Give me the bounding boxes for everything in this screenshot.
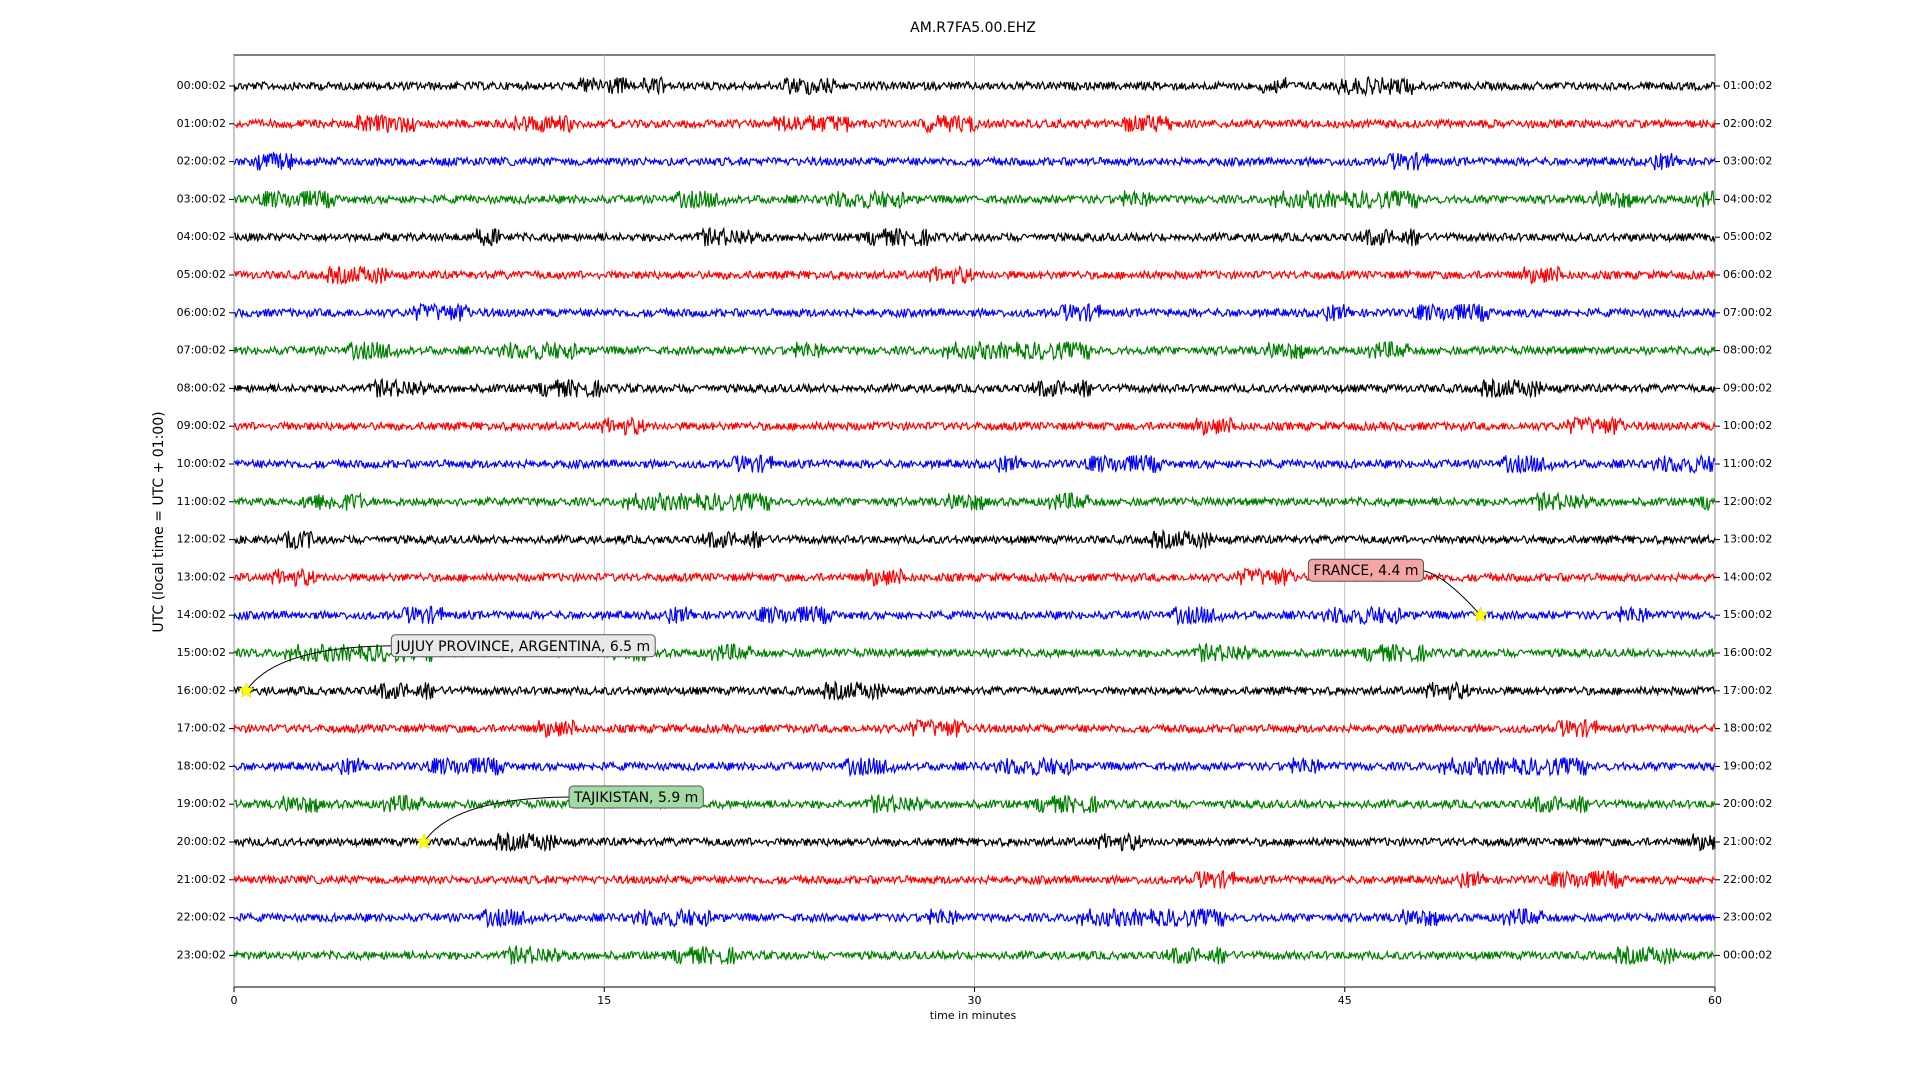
y-tick-label-right: 23:00:02: [1723, 911, 1772, 924]
trace: [233, 870, 1716, 890]
annotation-box: [390, 634, 656, 658]
event-star: [238, 682, 255, 698]
y-tick-label-right: 17:00:02: [1723, 684, 1772, 697]
trace: [233, 491, 1716, 513]
trace: [234, 113, 1716, 135]
annotation: JUJUY PROVINCE, ARGENTINA, 6.5 m: [390, 634, 656, 658]
y-tick-label: 00:00:02: [177, 79, 226, 92]
y-tick-label: 03:00:02: [177, 192, 226, 205]
trace: [233, 680, 1716, 702]
y-tick-label: 02:00:02: [177, 155, 226, 168]
trace: [233, 605, 1716, 627]
x-tick-label: 60: [1708, 994, 1722, 1007]
trace: [233, 415, 1716, 436]
x-tick-label: 0: [231, 994, 238, 1007]
annotation-label: JUJUY PROVINCE, ARGENTINA, 6.5 m: [395, 639, 650, 655]
annotation-arrow: [245, 645, 397, 692]
y-tick-label-right: 15:00:02: [1723, 608, 1772, 621]
y-tick-label: 07:00:02: [177, 344, 226, 357]
chart-title: AM.R7FA5.00.EHZ: [910, 20, 1036, 36]
y-tick-label-right: 20:00:02: [1723, 797, 1772, 810]
y-tick-label-right: 09:00:02: [1723, 381, 1772, 394]
grid: [233, 55, 1716, 987]
y-tick-label: 20:00:02: [177, 835, 226, 848]
y-tick-label-right: 11:00:02: [1723, 457, 1772, 470]
event-star: [415, 833, 433, 850]
annotation-label: TAJIKISTAN, 5.9 m: [573, 790, 698, 806]
trace: [233, 453, 1716, 475]
y-tick-label-right: 04:00:02: [1723, 192, 1772, 205]
x-tick-label: 15: [597, 994, 611, 1007]
y-tick-label-right: 12:00:02: [1723, 495, 1772, 508]
trace: [233, 717, 1716, 739]
trace: [233, 907, 1716, 929]
trace: [233, 302, 1716, 322]
annotation-box: [1307, 558, 1425, 582]
y-tick-label-right: 06:00:02: [1723, 268, 1772, 281]
trace: [233, 528, 1716, 551]
annotation: TAJIKISTAN, 5.9 m: [568, 785, 704, 809]
x-tick-label: 30: [968, 994, 982, 1007]
y-tick-label: 04:00:02: [177, 230, 226, 243]
trace: [233, 756, 1716, 778]
x-axis-label: time in minutes: [930, 1009, 1017, 1022]
y-tick-label-right: 08:00:02: [1723, 344, 1772, 357]
y-tick-label: 21:00:02: [177, 873, 226, 886]
y-tick-label: 14:00:02: [177, 608, 226, 621]
y-tick-label: 09:00:02: [177, 419, 226, 432]
y-tick-label: 15:00:02: [177, 646, 226, 659]
y-tick-label-right: 18:00:02: [1723, 722, 1772, 735]
y-tick-label: 17:00:02: [177, 722, 226, 735]
y-tick-label-right: 16:00:02: [1723, 646, 1772, 659]
y-tick-label: 12:00:02: [177, 533, 226, 546]
trace: [233, 944, 1716, 966]
trace: [233, 793, 1716, 814]
y-tick-label-right: 19:00:02: [1723, 759, 1772, 772]
trace: [233, 226, 1716, 248]
trace: [233, 151, 1716, 171]
y-tick-label: 10:00:02: [177, 457, 226, 470]
y-axis-label: UTC (local time = UTC + 01:00): [151, 411, 167, 632]
y-tick-label-right: 01:00:02: [1723, 79, 1772, 92]
annotation: FRANCE, 4.4 m: [1307, 558, 1425, 582]
y-tick-label: 16:00:02: [177, 684, 226, 697]
y-tick-label: 08:00:02: [177, 381, 226, 394]
y-tick-label: 05:00:02: [177, 268, 226, 281]
y-tick-label: 23:00:02: [177, 948, 226, 961]
trace: [233, 75, 1716, 98]
trace: [233, 189, 1716, 210]
trace: [233, 377, 1716, 399]
trace: [233, 831, 1716, 853]
annotation-arrow: [423, 796, 575, 843]
y-tick-label: 22:00:02: [177, 911, 226, 924]
y-tick-label: 06:00:02: [177, 306, 226, 319]
annotation-label: FRANCE, 4.4 m: [1313, 563, 1418, 579]
y-tick-label-right: 10:00:02: [1723, 419, 1772, 432]
y-tick-label-right: 00:00:02: [1723, 948, 1772, 961]
y-tick-label-right: 21:00:02: [1723, 835, 1772, 848]
y-tick-label-right: 03:00:02: [1723, 155, 1772, 168]
event-star: [1472, 606, 1489, 623]
y-tick-label-right: 14:00:02: [1723, 570, 1772, 583]
y-tick-label: 11:00:02: [177, 495, 226, 508]
y-tick-label: 01:00:02: [177, 117, 226, 130]
y-tick-label: 18:00:02: [177, 759, 226, 772]
annotation-box: [568, 785, 704, 809]
y-tick-label-right: 05:00:02: [1723, 230, 1772, 243]
trace: [233, 265, 1716, 286]
trace: [233, 566, 1716, 588]
y-tick-label-right: 13:00:02: [1723, 533, 1772, 546]
trace: [233, 340, 1716, 362]
y-tick-label: 13:00:02: [177, 570, 226, 583]
y-tick-label: 19:00:02: [177, 797, 226, 810]
y-tick-label-right: 02:00:02: [1723, 117, 1772, 130]
x-tick-label: 45: [1338, 994, 1352, 1007]
y-tick-label-right: 07:00:02: [1723, 306, 1772, 319]
y-tick-label-right: 22:00:02: [1723, 873, 1772, 886]
